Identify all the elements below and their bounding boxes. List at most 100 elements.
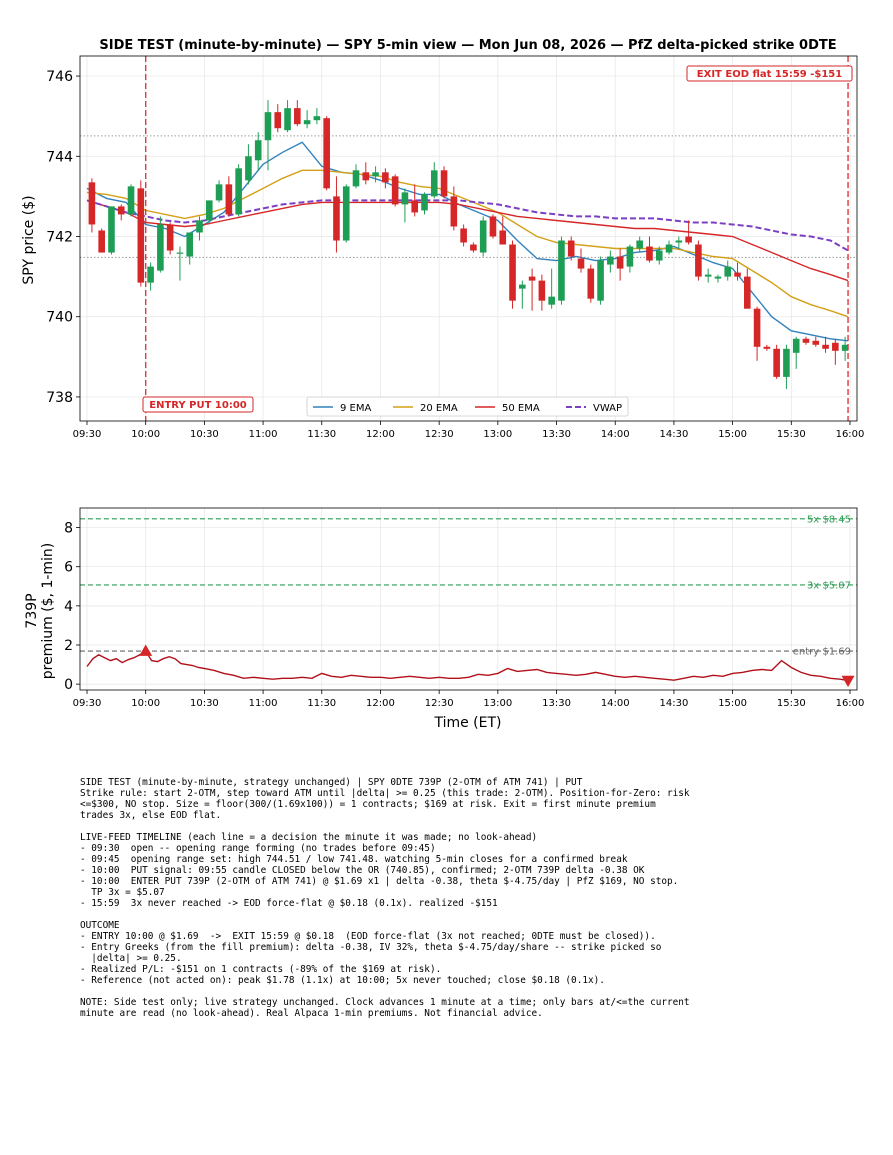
notes-line: - 10:00 ENTER PUT 739P (2-OTM of ATM 741… bbox=[80, 876, 679, 887]
legend-label-3: VWAP bbox=[593, 403, 622, 414]
candle-body-6 bbox=[147, 266, 154, 283]
candle-body-16 bbox=[245, 156, 252, 181]
notes-line bbox=[80, 909, 860, 920]
candle-body-61 bbox=[685, 236, 692, 243]
candle-body-54 bbox=[616, 256, 624, 269]
price-xtick-label-13: 16:00 bbox=[836, 429, 865, 440]
notes-line: <=$300, NO stop. Size = floor(300/(1.69x… bbox=[80, 799, 656, 810]
candle-body-63 bbox=[704, 274, 712, 277]
candle-body-75 bbox=[822, 344, 829, 349]
notes-line: - 09:30 open -- opening range forming (n… bbox=[80, 843, 436, 854]
candle-body-31 bbox=[391, 176, 399, 205]
candle-body-39 bbox=[470, 244, 477, 251]
premium-xtick-label-7: 13:00 bbox=[483, 698, 512, 709]
notes-line: - Reference (not acted on): peak $1.78 (… bbox=[80, 975, 605, 986]
exit-annotation-text: EXIT EOD flat 15:59 -$151 bbox=[697, 69, 842, 80]
price-xtick-label-12: 15:30 bbox=[777, 429, 806, 440]
candle-body-23 bbox=[313, 116, 321, 121]
legend-label-0: 9 EMA bbox=[340, 403, 371, 414]
candle-body-21 bbox=[294, 108, 301, 125]
candle-body-70 bbox=[773, 348, 780, 377]
candle-body-44 bbox=[519, 284, 526, 289]
premium-xtick-label-12: 15:30 bbox=[777, 698, 806, 709]
price-xtick-label-8: 13:30 bbox=[542, 429, 571, 440]
candle-body-51 bbox=[587, 268, 595, 299]
candle-body-42 bbox=[499, 230, 507, 245]
notes-line: - 10:00 PUT signal: 09:55 candle CLOSED … bbox=[80, 865, 645, 876]
premium-line bbox=[86, 650, 849, 682]
premium-xtick-label-1: 10:00 bbox=[131, 698, 160, 709]
candle-body-52 bbox=[597, 260, 604, 301]
candle-body-37 bbox=[450, 196, 458, 227]
candle-body-15 bbox=[235, 168, 242, 215]
notes-line bbox=[80, 821, 860, 832]
notes-line: minute are read (no look-ahead). Real Al… bbox=[80, 1008, 543, 1019]
premium-xtick-label-5: 12:00 bbox=[366, 698, 395, 709]
candle-body-48 bbox=[558, 240, 565, 301]
price-xtick-label-4: 11:30 bbox=[307, 429, 336, 440]
candle-body-53 bbox=[607, 256, 614, 265]
series-line-2 bbox=[86, 199, 849, 282]
notes-line: SIDE TEST (minute-by-minute, strategy un… bbox=[80, 777, 583, 788]
candle-body-24 bbox=[323, 118, 330, 189]
candle-body-68 bbox=[753, 308, 761, 347]
exit-marker bbox=[841, 675, 855, 688]
entry-annotation-box bbox=[142, 396, 254, 413]
legend-label-2: 50 EMA bbox=[502, 403, 540, 414]
notes-line: - Entry Greeks (from the fill premium): … bbox=[80, 942, 662, 953]
candle-body-57 bbox=[646, 246, 653, 261]
candle-body-45 bbox=[528, 276, 536, 281]
candle-body-59 bbox=[665, 244, 673, 253]
candle-body-43 bbox=[509, 244, 516, 301]
price-ytick-label-2: 742 bbox=[46, 229, 73, 245]
candle-body-25 bbox=[333, 196, 340, 241]
candle-body-65 bbox=[724, 266, 732, 277]
candle-body-56 bbox=[636, 240, 643, 249]
candle-body-40 bbox=[479, 220, 487, 253]
candle-body-17 bbox=[254, 140, 262, 161]
premium-level-label-0: 5x $8.45 bbox=[807, 514, 851, 525]
candle-body-12 bbox=[205, 200, 213, 221]
candle-body-77 bbox=[841, 344, 849, 351]
candle-body-28 bbox=[362, 172, 370, 181]
candle-body-72 bbox=[792, 338, 800, 353]
candle-body-66 bbox=[734, 272, 741, 277]
candle-body-8 bbox=[166, 224, 174, 251]
premium-ytick-label-1: 2 bbox=[64, 638, 73, 654]
premium-xtick-label-4: 11:30 bbox=[307, 698, 336, 709]
candle-body-26 bbox=[342, 186, 350, 241]
price-xtick-label-5: 12:00 bbox=[366, 429, 395, 440]
premium-axes-frame bbox=[79, 507, 858, 691]
candle-body-22 bbox=[303, 120, 311, 125]
candle-body-34 bbox=[421, 194, 428, 211]
notes-line bbox=[80, 986, 860, 997]
candle-body-76 bbox=[832, 342, 839, 351]
premium-ytick-label-2: 4 bbox=[64, 599, 73, 615]
price-xtick-label-10: 14:30 bbox=[660, 429, 689, 440]
candle-body-7 bbox=[157, 224, 164, 271]
candle-body-58 bbox=[655, 250, 663, 261]
premium-level-label-1: 3x $5.07 bbox=[807, 580, 851, 591]
candle-body-0 bbox=[88, 182, 96, 225]
candle-body-10 bbox=[186, 232, 194, 257]
candle-body-50 bbox=[577, 258, 585, 269]
notes-line: LIVE-FEED TIMELINE (each line = a decisi… bbox=[80, 832, 538, 843]
notes-line: - 15:59 3x never reached -> EOD force-fl… bbox=[80, 898, 498, 909]
notes-line: Strike rule: start 2-OTM, step toward AT… bbox=[80, 788, 690, 799]
premium-xtick-label-10: 14:30 bbox=[660, 698, 689, 709]
notes-line: - 09:45 opening range set: high 744.51 /… bbox=[80, 854, 628, 865]
premium-xtick-label-3: 11:00 bbox=[249, 698, 278, 709]
candle-body-74 bbox=[812, 340, 820, 345]
candle-body-18 bbox=[264, 112, 272, 141]
candle-body-5 bbox=[137, 188, 145, 283]
candle-body-2 bbox=[108, 206, 115, 253]
candle-body-27 bbox=[352, 170, 360, 187]
candle-body-69 bbox=[763, 346, 771, 349]
candle-body-36 bbox=[440, 170, 448, 197]
candle-body-1 bbox=[98, 230, 105, 253]
premium-xtick-label-6: 12:30 bbox=[425, 698, 454, 709]
series-line-0 bbox=[86, 141, 849, 342]
premium-xtick-label-11: 15:00 bbox=[718, 698, 747, 709]
legend-label-1: 20 EMA bbox=[420, 403, 458, 414]
